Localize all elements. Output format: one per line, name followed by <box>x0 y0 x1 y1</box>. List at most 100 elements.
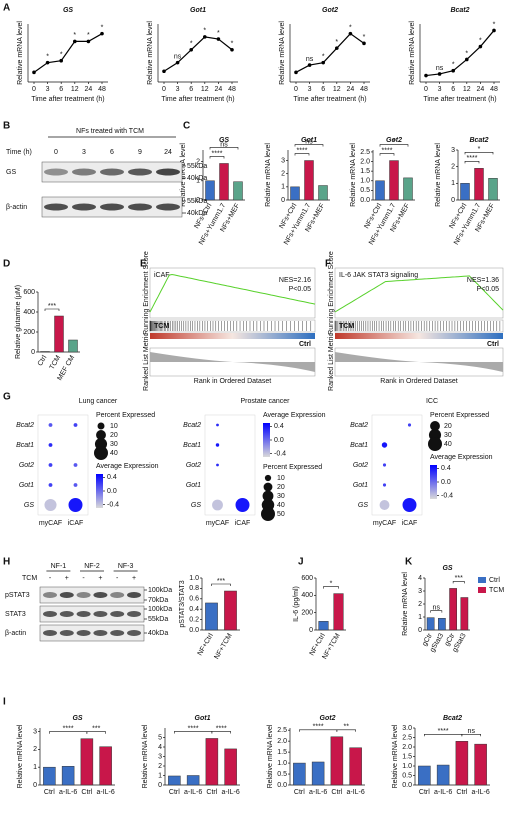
y-axis-title: Relative glutamine (μM) <box>15 285 22 359</box>
y-tick-label: 0.5 <box>277 771 287 778</box>
y-tick-label: 2.5 <box>360 149 370 156</box>
data-point <box>451 68 456 73</box>
x-tick-label: 6 <box>59 86 63 93</box>
bar <box>330 736 344 786</box>
y-tick-label: 0 <box>309 627 313 634</box>
sig-bracket <box>452 581 465 584</box>
dot <box>235 498 250 512</box>
dot <box>48 463 53 467</box>
blot-strip <box>39 605 145 623</box>
size-legend-label: 30 <box>277 493 285 500</box>
x-tick-label: 48 <box>98 86 106 93</box>
chart-title: GS <box>219 137 229 144</box>
x-tick-label: 3 <box>438 86 442 93</box>
y-tick-label: 0 <box>196 197 200 204</box>
bar <box>61 766 75 786</box>
gsea-y-top: Running Enrichment Score <box>328 251 335 335</box>
sig-label: * <box>393 138 396 145</box>
y-tick-label: 2 <box>33 746 37 753</box>
x-tick-label: 48 <box>490 86 498 93</box>
color-tick-label: 0.0 <box>107 488 117 495</box>
x-axis-title: Time after treatment (h) <box>423 96 496 103</box>
sig-label: * <box>322 54 325 61</box>
lane-label: 6 <box>110 149 114 156</box>
y-axis-title: Relative mRNA level <box>392 724 399 788</box>
band <box>59 592 74 598</box>
y-tick-label: 1 <box>196 178 200 185</box>
band <box>110 611 125 617</box>
data-line <box>425 30 495 77</box>
y-tick-label: 1.5 <box>402 753 412 760</box>
gsea-low: Ctrl <box>299 341 311 348</box>
chart-title: Got2 <box>322 7 338 14</box>
y-tick-label: 3 <box>158 753 162 760</box>
x-tick-label: 24 <box>477 86 485 93</box>
group-label: NF-3 <box>118 563 134 570</box>
band <box>127 611 141 617</box>
sig-label: **** <box>216 725 227 732</box>
band <box>128 168 152 176</box>
data-point <box>465 57 469 62</box>
bar <box>474 743 487 786</box>
x-axis-title: Time after treatment (h) <box>161 96 234 103</box>
bar <box>205 738 219 786</box>
bar <box>293 762 306 786</box>
bar <box>426 617 435 631</box>
sig-label: *** <box>217 578 225 585</box>
y-axis-title: Relative mRNA level <box>265 143 272 207</box>
bar <box>375 180 385 201</box>
x-tick-label: 3 <box>176 86 180 93</box>
size-legend-label: 10 <box>110 423 118 430</box>
color-tick-label: -0.4 <box>107 501 119 508</box>
gene-label: GS <box>191 502 201 509</box>
chart-title: Bcat2 <box>469 137 488 144</box>
band <box>44 203 68 211</box>
x-tick-label: myCAF <box>39 520 62 527</box>
y-tick-label: 0.0 <box>360 197 370 204</box>
bar <box>99 746 112 786</box>
band <box>110 592 125 598</box>
y-tick-label: 0.5 <box>402 772 412 779</box>
panel-label: G <box>3 392 11 403</box>
y-tick-label: 0 <box>451 197 455 204</box>
gsea-p: P<0.05 <box>289 286 311 293</box>
color-bar <box>263 423 270 457</box>
y-tick-label: 1.5 <box>277 749 287 756</box>
size-legend-label: 30 <box>110 441 118 448</box>
dot <box>382 463 387 467</box>
y-tick-label: 0 <box>418 627 422 634</box>
color-legend-title: Average Expression <box>263 412 326 419</box>
treatment-sign: + <box>98 575 102 582</box>
es-curve <box>334 275 504 313</box>
size-legend-label: 10 <box>277 475 285 482</box>
data-point <box>424 73 428 78</box>
panel-label: H <box>3 557 10 568</box>
plot-frame <box>37 414 89 516</box>
chart-title: Got1 <box>195 715 211 722</box>
band <box>76 630 91 636</box>
y-tick-label: 2 <box>451 164 455 171</box>
data-point <box>216 37 221 41</box>
band <box>93 592 108 598</box>
marker-label: 100kDa <box>148 587 172 594</box>
y-tick-label: 0.4 <box>189 606 199 613</box>
gsea-nes: NES=1.36 <box>467 277 499 284</box>
y-tick-label: 1 <box>158 772 162 779</box>
group-label: NF-1 <box>51 563 67 570</box>
sig-label: * <box>452 62 455 69</box>
y-axis-title: Relative mRNA level <box>402 572 409 636</box>
sig-label: **** <box>212 150 223 157</box>
data-point <box>189 47 193 52</box>
chart-title: Prostate cancer <box>240 398 290 405</box>
y-tick-label: 0.0 <box>277 782 287 789</box>
sig-bracket <box>211 583 231 586</box>
bar <box>333 593 344 631</box>
x-tick-label: myCAF <box>206 520 229 527</box>
band <box>93 630 108 636</box>
bar <box>224 748 237 786</box>
y-tick-label: 2.0 <box>360 158 370 165</box>
size-legend-label: 30 <box>444 432 452 439</box>
treatment-sign: + <box>132 575 136 582</box>
panel-label: A <box>3 3 10 14</box>
sig-bracket <box>211 731 231 734</box>
